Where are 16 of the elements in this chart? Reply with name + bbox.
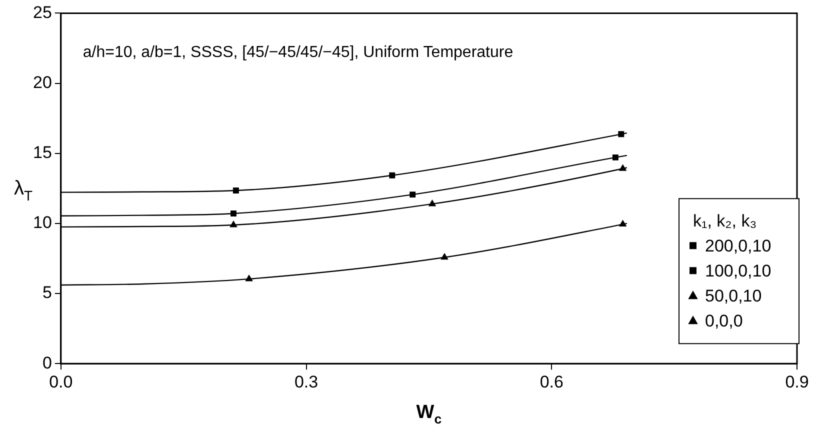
legend-label: 200,0,10 bbox=[705, 236, 772, 256]
y-tick-label: 10 bbox=[32, 213, 52, 232]
legend-title: k₁, k₂, k₃ bbox=[693, 212, 757, 231]
y-tick-label: 20 bbox=[32, 72, 52, 92]
y-tick-label: 15 bbox=[32, 143, 52, 162]
legend-label: 0,0,0 bbox=[705, 312, 743, 331]
y-tick-label: 0 bbox=[42, 353, 52, 372]
x-tick-label: 0.6 bbox=[540, 372, 564, 392]
x-tick-label: 0.0 bbox=[49, 372, 73, 392]
x-tick-label: 0.9 bbox=[785, 372, 809, 392]
annotation: a/h=10, a/b=1, SSSS, [45/−45/45/−45], Uniform Temperature bbox=[82, 44, 514, 62]
y-tick-label: 5 bbox=[42, 283, 52, 302]
x-tick-label: 0.3 bbox=[294, 372, 318, 392]
legend-label: 100,0,10 bbox=[705, 262, 772, 281]
legend-label: 50,0,10 bbox=[705, 286, 762, 306]
y-tick-label: 25 bbox=[32, 2, 52, 22]
